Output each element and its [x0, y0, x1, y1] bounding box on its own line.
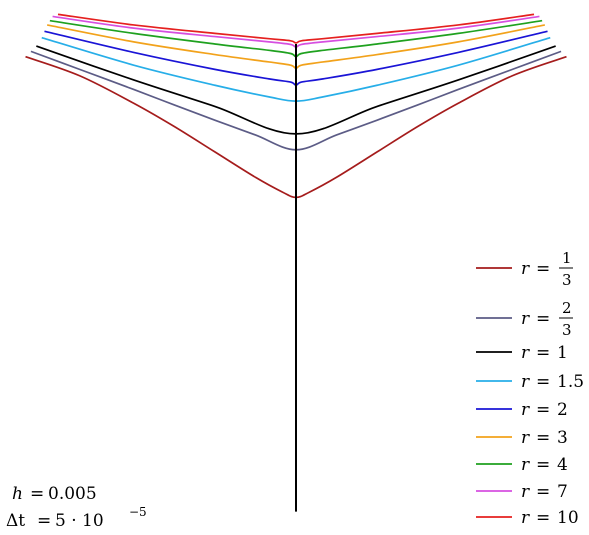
series-line-9: [57, 13, 535, 44]
legend-fraction-numerator-2: 2: [562, 299, 572, 317]
legend-r-value-9: 10: [557, 508, 579, 528]
h-symbol: h: [12, 484, 23, 504]
dt-symbol: Δt: [6, 511, 25, 531]
legend-equals-4: =: [536, 372, 550, 392]
h-equals: =: [30, 484, 44, 504]
dt-value: 5 · 10: [55, 511, 104, 531]
parameter-annotation: h = 0.005 Δt = 5 · 10 −5: [6, 484, 147, 531]
legend-r-value-7: 4: [557, 455, 568, 475]
legend-r-symbol-8: r: [521, 482, 530, 502]
legend-equals-3: =: [536, 343, 550, 363]
legend-r-symbol-4: r: [521, 372, 530, 392]
legend-r-value-3: 1: [557, 343, 568, 363]
legend-r-value-4: 1.5: [557, 372, 584, 392]
legend-r-symbol-7: r: [521, 455, 530, 475]
legend-equals-9: =: [536, 508, 550, 528]
legend: r = 1 3 r = 2 3 r = 1 r = 1.5 r = 2 r = 3 r = 4 r = 7 r = 10: [476, 249, 584, 528]
legend-r-value-5: 2: [557, 400, 568, 420]
legend-fraction-numerator-1: 1: [562, 249, 572, 267]
legend-r-symbol-9: r: [521, 508, 530, 528]
dt-exponent: −5: [129, 505, 147, 519]
h-value: 0.005: [48, 484, 97, 504]
legend-equals-5: =: [536, 400, 550, 420]
legend-r-symbol-2: r: [521, 309, 530, 329]
legend-fraction-denominator-2: 3: [562, 321, 572, 339]
legend-r-symbol-6: r: [521, 428, 530, 448]
legend-r-value-8: 7: [557, 482, 568, 502]
legend-equals-8: =: [536, 482, 550, 502]
legend-equals-2: =: [536, 309, 550, 329]
legend-equals-1: =: [536, 259, 550, 279]
legend-equals-7: =: [536, 455, 550, 475]
legend-r-value-6: 3: [557, 428, 568, 448]
legend-fraction-denominator-1: 3: [562, 271, 572, 289]
legend-r-symbol-1: r: [521, 259, 530, 279]
dt-equals: =: [37, 511, 51, 531]
legend-r-symbol-5: r: [521, 400, 530, 420]
legend-equals-6: =: [536, 428, 550, 448]
legend-r-symbol-3: r: [521, 343, 530, 363]
